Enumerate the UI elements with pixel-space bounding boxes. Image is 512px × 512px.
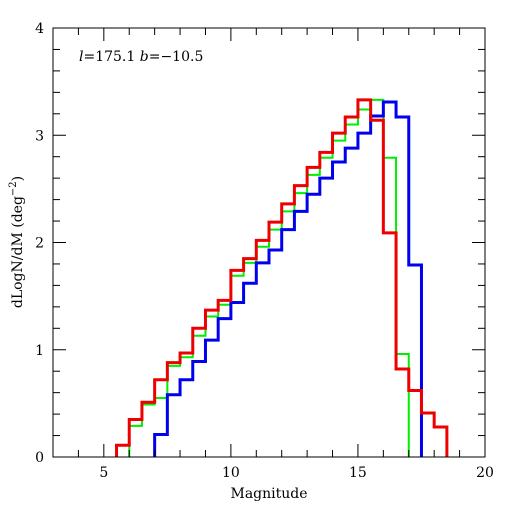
y-tick-label: 3 — [35, 128, 44, 144]
y-tick-label: 0 — [35, 450, 44, 466]
x-tick-label: 5 — [99, 465, 108, 481]
plot-frame — [52, 27, 486, 458]
annotation-l-value: =175.1 — [83, 49, 139, 65]
annotation-b-value: =−10.5 — [149, 49, 204, 65]
y-axis-label-exponent: −2 — [8, 181, 19, 196]
y-axis-label-main: dLogN/dM (deg — [10, 196, 26, 308]
y-axis-label: dLogN/dM (deg−2) — [8, 176, 26, 308]
annotation-l-symbol: l — [79, 49, 83, 65]
x-tick-label: 10 — [222, 465, 240, 481]
series-layer — [115, 98, 449, 457]
series-4-line — [115, 98, 449, 457]
series-1-line — [128, 98, 410, 457]
tick-labels-layer: 5 10 15 20 0 1 2 3 4 — [35, 21, 494, 481]
x-axis-label: Magnitude — [230, 486, 307, 502]
y-tick-label: 1 — [35, 343, 44, 359]
x-tick-label: 15 — [349, 465, 367, 481]
y-axis-label-close: ) — [10, 176, 26, 181]
series-2-line — [153, 100, 423, 457]
y-tick-label: 4 — [35, 21, 44, 37]
x-tick-label: 20 — [476, 465, 494, 481]
y-tick-label: 2 — [35, 236, 44, 252]
annotation-galactic-coords: l=175.1 b=−10.5 — [79, 49, 203, 65]
annotation-b-symbol: b — [140, 49, 149, 65]
